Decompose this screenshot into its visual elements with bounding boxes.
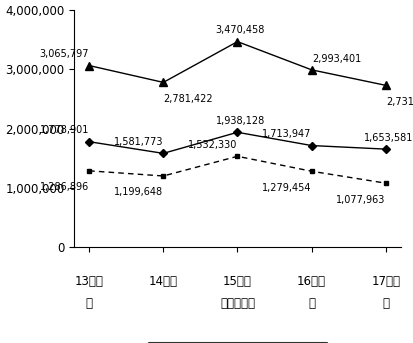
Legend: 政党, その他の政治団体, 計: 政党, その他の政治団体, 計: [147, 342, 328, 343]
Text: 3,065,797: 3,065,797: [39, 49, 89, 59]
その他の政治団体: [383, 181, 388, 185]
計: [309, 68, 314, 72]
政党: [87, 140, 92, 144]
Text: 1,938,128: 1,938,128: [216, 116, 265, 126]
Line: その他の政治団体: その他の政治団体: [87, 154, 388, 186]
Text: 16年分: 16年分: [297, 275, 326, 288]
Text: 1,279,454: 1,279,454: [262, 183, 311, 193]
政党: [235, 130, 240, 134]
計: [161, 80, 166, 84]
その他の政治団体: [309, 169, 314, 173]
計: [87, 63, 92, 68]
Text: 参: 参: [308, 297, 315, 310]
Text: 2,781,422: 2,781,422: [164, 94, 213, 104]
Text: 3,470,458: 3,470,458: [216, 25, 265, 35]
Text: 参: 参: [85, 297, 93, 310]
政党: [309, 143, 314, 147]
Text: 1,286,896: 1,286,896: [40, 182, 89, 192]
Text: 15年分: 15年分: [223, 275, 252, 288]
Text: 衆: 衆: [382, 297, 389, 310]
Text: 2,993,401: 2,993,401: [312, 54, 361, 63]
Text: 1,532,330: 1,532,330: [188, 140, 237, 150]
Text: 1,077,963: 1,077,963: [336, 194, 385, 205]
政党: [161, 151, 166, 155]
Text: 1,778,901: 1,778,901: [40, 126, 89, 135]
計: [383, 83, 388, 87]
その他の政治団体: [87, 169, 92, 173]
計: [235, 39, 240, 44]
その他の政治団体: [161, 174, 166, 178]
Text: 地･知･衆: 地･知･衆: [220, 297, 255, 310]
Text: 1,713,947: 1,713,947: [262, 129, 311, 139]
Text: 17年分: 17年分: [371, 275, 400, 288]
Line: 計: 計: [85, 37, 390, 90]
Text: 1,581,773: 1,581,773: [114, 137, 163, 147]
その他の政治団体: [235, 154, 240, 158]
政党: [383, 147, 388, 151]
Text: 1,199,648: 1,199,648: [114, 187, 163, 198]
Text: 13年分: 13年分: [75, 275, 104, 288]
Text: 14年分: 14年分: [149, 275, 178, 288]
Line: 政党: 政党: [86, 129, 389, 156]
Text: 2,731,545: 2,731,545: [386, 97, 413, 107]
Text: 1,653,581: 1,653,581: [364, 133, 413, 143]
